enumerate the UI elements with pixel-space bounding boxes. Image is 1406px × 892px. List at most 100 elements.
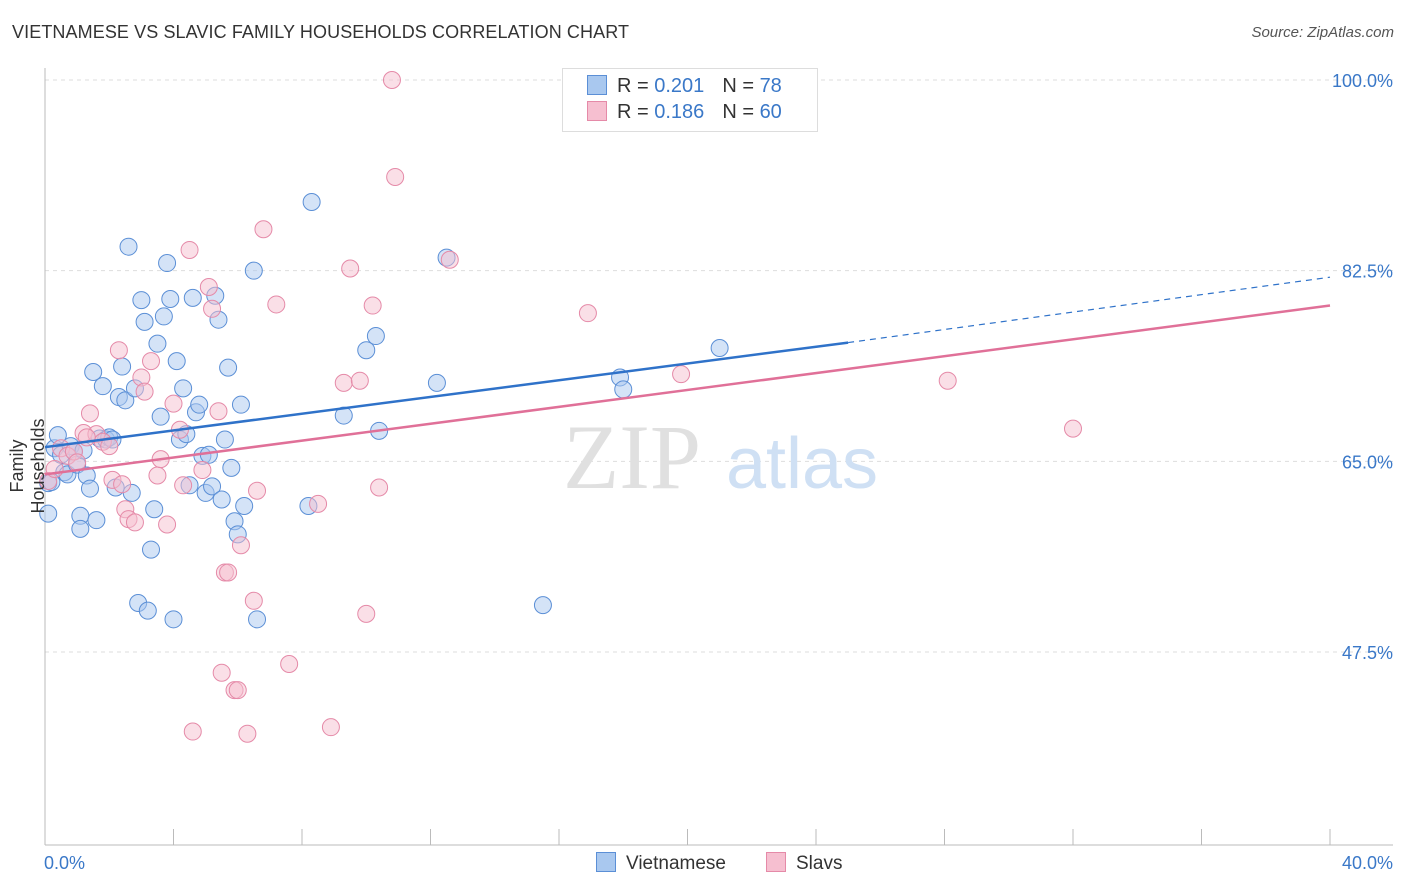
vietnamese-trend-line (44, 341, 849, 449)
legend-item-vietnamese[interactable]: Vietnamese (596, 852, 726, 875)
slavs-point (370, 478, 389, 497)
vietnamese-point (80, 479, 99, 498)
slavs-point (238, 724, 257, 743)
x-tick-label: 40.0% (1342, 853, 1393, 873)
legend-label-vietnamese: Vietnamese (626, 853, 726, 874)
slavs-point (199, 278, 218, 297)
legend-n-label: N = (722, 75, 760, 97)
vietnamese-point (93, 377, 112, 396)
vietnamese-point (145, 500, 164, 519)
y-axis-label: Family Households (7, 418, 48, 514)
y-tick-label: 47.5% (1342, 643, 1393, 663)
vietnamese-point (212, 490, 231, 509)
slavs-point (248, 481, 267, 500)
vietnamese-point (71, 519, 90, 538)
vietnamese-point (116, 391, 135, 410)
watermark-zip: ZIP (563, 406, 701, 508)
slavs-point (280, 654, 299, 673)
vietnamese-point (244, 261, 263, 280)
slavs-point (267, 295, 286, 314)
axes (44, 68, 1393, 846)
slavs-points (39, 71, 1082, 743)
y-tick-label: 82.5% (1342, 262, 1393, 282)
vietnamese-point (151, 407, 170, 426)
slavs-point (158, 515, 177, 534)
slavs-point (125, 513, 144, 532)
y-tick-label: 65.0% (1342, 452, 1393, 472)
slavs-point (357, 604, 376, 623)
vietnamese-point (164, 610, 183, 629)
slavs-point (174, 476, 193, 495)
vietnamese-point (132, 291, 151, 310)
vietnamese-point (183, 288, 202, 307)
vietnamese-point (614, 380, 633, 399)
slavs-point (142, 352, 161, 371)
vietnamese-point (427, 373, 446, 392)
vietnamese-point (167, 352, 186, 371)
slavs-point (341, 259, 360, 278)
watermark: ZIP atlas (563, 406, 878, 508)
legend-item-slavs[interactable]: Slavs (766, 852, 842, 875)
legend-r-label: R = (617, 101, 655, 123)
vietnamese-point (174, 379, 193, 398)
vietnamese-point (142, 540, 161, 559)
vietnamese-point (161, 289, 180, 308)
slavs-point (228, 681, 247, 700)
vietnamese-point (190, 395, 209, 414)
legend-r-value-slavs: 0.186 (654, 101, 705, 123)
slavs-point (334, 373, 353, 392)
slavs-point (109, 341, 128, 360)
legend-row-slavs: R = 0.186 N = 60 (587, 101, 782, 127)
slavs-point (193, 461, 212, 480)
vietnamese-point (366, 327, 385, 346)
legend-swatch-vietnamese (596, 852, 616, 872)
vietnamese-point (84, 362, 103, 381)
correlation-legend: R = 0.201 N = 78 R = 0.186 N = 60 (562, 68, 818, 132)
slavs-point (113, 475, 132, 494)
slavs-point (440, 250, 459, 269)
series-legend: Vietnamese Slavs (0, 852, 1406, 878)
trend-lines (44, 276, 1331, 476)
slavs-point (212, 663, 231, 682)
slavs-point (244, 591, 263, 610)
vietnamese-point (533, 596, 552, 615)
slavs-point (382, 71, 401, 89)
vietnamese-point (158, 254, 177, 273)
slavs-trend-line (44, 304, 1331, 476)
legend-swatch-vietnamese (587, 75, 607, 95)
slavs-point (363, 296, 382, 315)
legend-r-value-vietnamese: 0.201 (654, 75, 705, 97)
legend-swatch-slavs (587, 101, 607, 121)
source-label: Source: ZipAtlas.com (1251, 24, 1394, 41)
x-tick-label: 0.0% (44, 853, 85, 873)
slavs-point (148, 466, 167, 485)
vietnamese-point (87, 511, 106, 530)
slavs-point (938, 371, 957, 390)
slavs-point (1064, 419, 1082, 438)
legend-swatch-slavs (766, 852, 786, 872)
vietnamese-point (231, 395, 250, 414)
slavs-point (309, 494, 328, 513)
legend-label-slavs: Slavs (796, 853, 843, 874)
slavs-point (578, 304, 597, 323)
tick-labels: 47.5% 65.0% 82.5% 100.0% 0.0% 40.0% (44, 71, 1393, 873)
vietnamese-point (710, 339, 729, 358)
slavs-point (386, 167, 405, 186)
vietnamese-point (135, 312, 154, 331)
vietnamese-trend-extension (848, 276, 1331, 344)
slavs-point (254, 220, 273, 239)
slavs-point (219, 563, 238, 582)
chart-title: VIETNAMESE VS SLAVIC FAMILY HOUSEHOLDS C… (12, 22, 630, 42)
legend-n-value-slavs: 60 (759, 101, 782, 123)
slavs-point (180, 240, 199, 259)
y-tick-label: 100.0% (1332, 71, 1393, 91)
watermark-atlas: atlas (726, 424, 878, 504)
legend-r-label: R = (617, 75, 655, 97)
vietnamese-point (248, 610, 267, 629)
slavs-point (164, 394, 183, 413)
slavs-point (135, 382, 154, 401)
legend-n-label: N = (722, 101, 760, 123)
slavs-point (80, 404, 99, 423)
slavs-point (209, 402, 228, 421)
